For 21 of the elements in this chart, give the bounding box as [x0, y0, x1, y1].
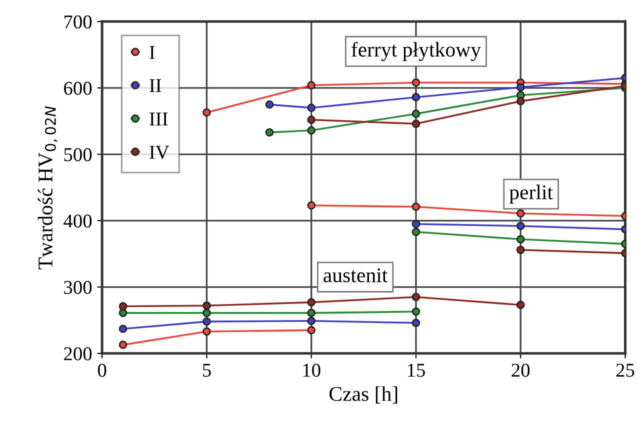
y-tick-label: 200 [64, 347, 92, 360]
y-tick-label: 400 [64, 214, 92, 228]
x-tick-label: 5 [202, 364, 211, 377]
annotation: perlit [509, 184, 553, 204]
x-tick-label: 15 [408, 364, 425, 377]
x-tick-label: 10 [303, 364, 320, 377]
y-axis-title: Twardość HV$_{0,02N}$ [38, 106, 58, 270]
x-axis-title: Czas [h] [330, 386, 398, 404]
legend-label: I [150, 46, 155, 59]
legend-label: IV [150, 146, 170, 159]
x-tick-label: 20 [512, 364, 530, 377]
y-tick-label: 300 [64, 280, 92, 294]
y-tick-label: 500 [64, 148, 92, 162]
annotation: ferryt płytkowy [352, 42, 481, 61]
legend-label: II [150, 79, 162, 92]
x-tick-label: 25 [616, 364, 634, 377]
y-tick-label: 700 [64, 15, 92, 28]
annotation: austenit [324, 268, 388, 282]
x-tick-label: 0 [98, 364, 106, 377]
y-tick-label: 600 [64, 82, 92, 95]
legend-label: III [150, 112, 168, 126]
